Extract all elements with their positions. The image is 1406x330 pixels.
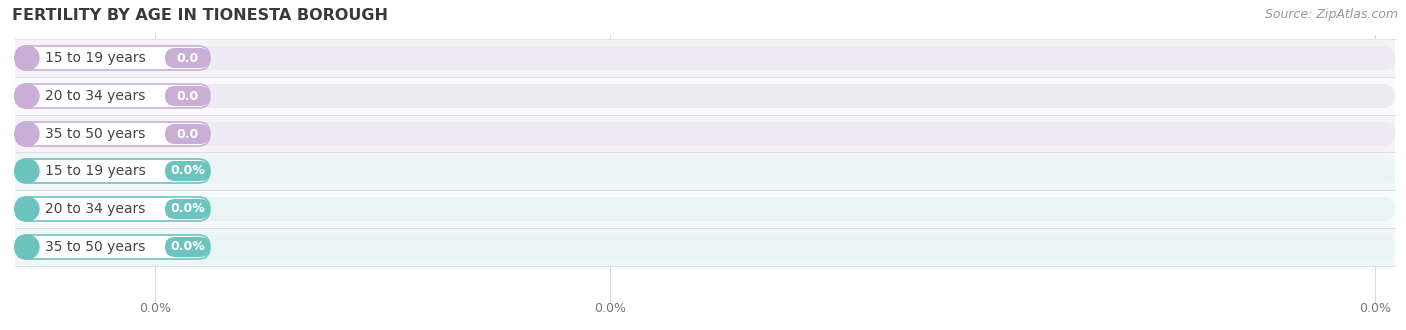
Text: 15 to 19 years: 15 to 19 years: [45, 51, 146, 65]
FancyBboxPatch shape: [15, 46, 209, 70]
FancyBboxPatch shape: [15, 197, 209, 221]
Circle shape: [15, 122, 39, 146]
FancyBboxPatch shape: [15, 235, 209, 259]
FancyBboxPatch shape: [15, 39, 1395, 77]
Text: 0.0: 0.0: [176, 127, 198, 141]
FancyBboxPatch shape: [15, 197, 1395, 221]
FancyBboxPatch shape: [15, 84, 209, 108]
FancyBboxPatch shape: [15, 122, 209, 146]
FancyBboxPatch shape: [15, 122, 1395, 146]
FancyBboxPatch shape: [165, 86, 209, 106]
Text: 0.0: 0.0: [600, 163, 620, 177]
Text: 35 to 50 years: 35 to 50 years: [45, 127, 145, 141]
FancyBboxPatch shape: [15, 46, 1395, 70]
Circle shape: [15, 235, 39, 259]
Text: 0.0: 0.0: [176, 51, 198, 64]
FancyBboxPatch shape: [165, 161, 209, 181]
Text: FERTILITY BY AGE IN TIONESTA BOROUGH: FERTILITY BY AGE IN TIONESTA BOROUGH: [13, 8, 388, 23]
Text: 20 to 34 years: 20 to 34 years: [45, 202, 145, 216]
Text: 15 to 19 years: 15 to 19 years: [45, 164, 146, 178]
FancyBboxPatch shape: [165, 48, 209, 68]
Text: 0.0%: 0.0%: [170, 164, 205, 178]
FancyBboxPatch shape: [15, 84, 1395, 108]
Text: 20 to 34 years: 20 to 34 years: [45, 89, 145, 103]
FancyBboxPatch shape: [15, 190, 1395, 228]
FancyBboxPatch shape: [15, 228, 1395, 266]
FancyBboxPatch shape: [15, 152, 1395, 190]
FancyBboxPatch shape: [165, 237, 209, 257]
FancyBboxPatch shape: [15, 235, 1395, 259]
FancyBboxPatch shape: [15, 159, 1395, 183]
Text: 0.0%: 0.0%: [593, 302, 626, 314]
FancyBboxPatch shape: [15, 159, 209, 183]
Circle shape: [15, 84, 39, 108]
Circle shape: [15, 159, 39, 183]
Text: 0.0: 0.0: [1365, 163, 1385, 177]
Text: 0.0: 0.0: [176, 89, 198, 103]
Text: 0.0: 0.0: [145, 163, 165, 177]
FancyBboxPatch shape: [15, 77, 1395, 115]
FancyBboxPatch shape: [15, 115, 1395, 153]
FancyBboxPatch shape: [165, 124, 209, 144]
Circle shape: [15, 46, 39, 70]
Text: 0.0%: 0.0%: [170, 241, 205, 253]
Text: 35 to 50 years: 35 to 50 years: [45, 240, 145, 254]
Text: 0.0%: 0.0%: [139, 302, 172, 314]
Text: 0.0%: 0.0%: [170, 203, 205, 215]
Circle shape: [15, 197, 39, 221]
FancyBboxPatch shape: [165, 199, 209, 219]
Text: 0.0%: 0.0%: [1360, 302, 1391, 314]
Text: Source: ZipAtlas.com: Source: ZipAtlas.com: [1265, 8, 1398, 21]
